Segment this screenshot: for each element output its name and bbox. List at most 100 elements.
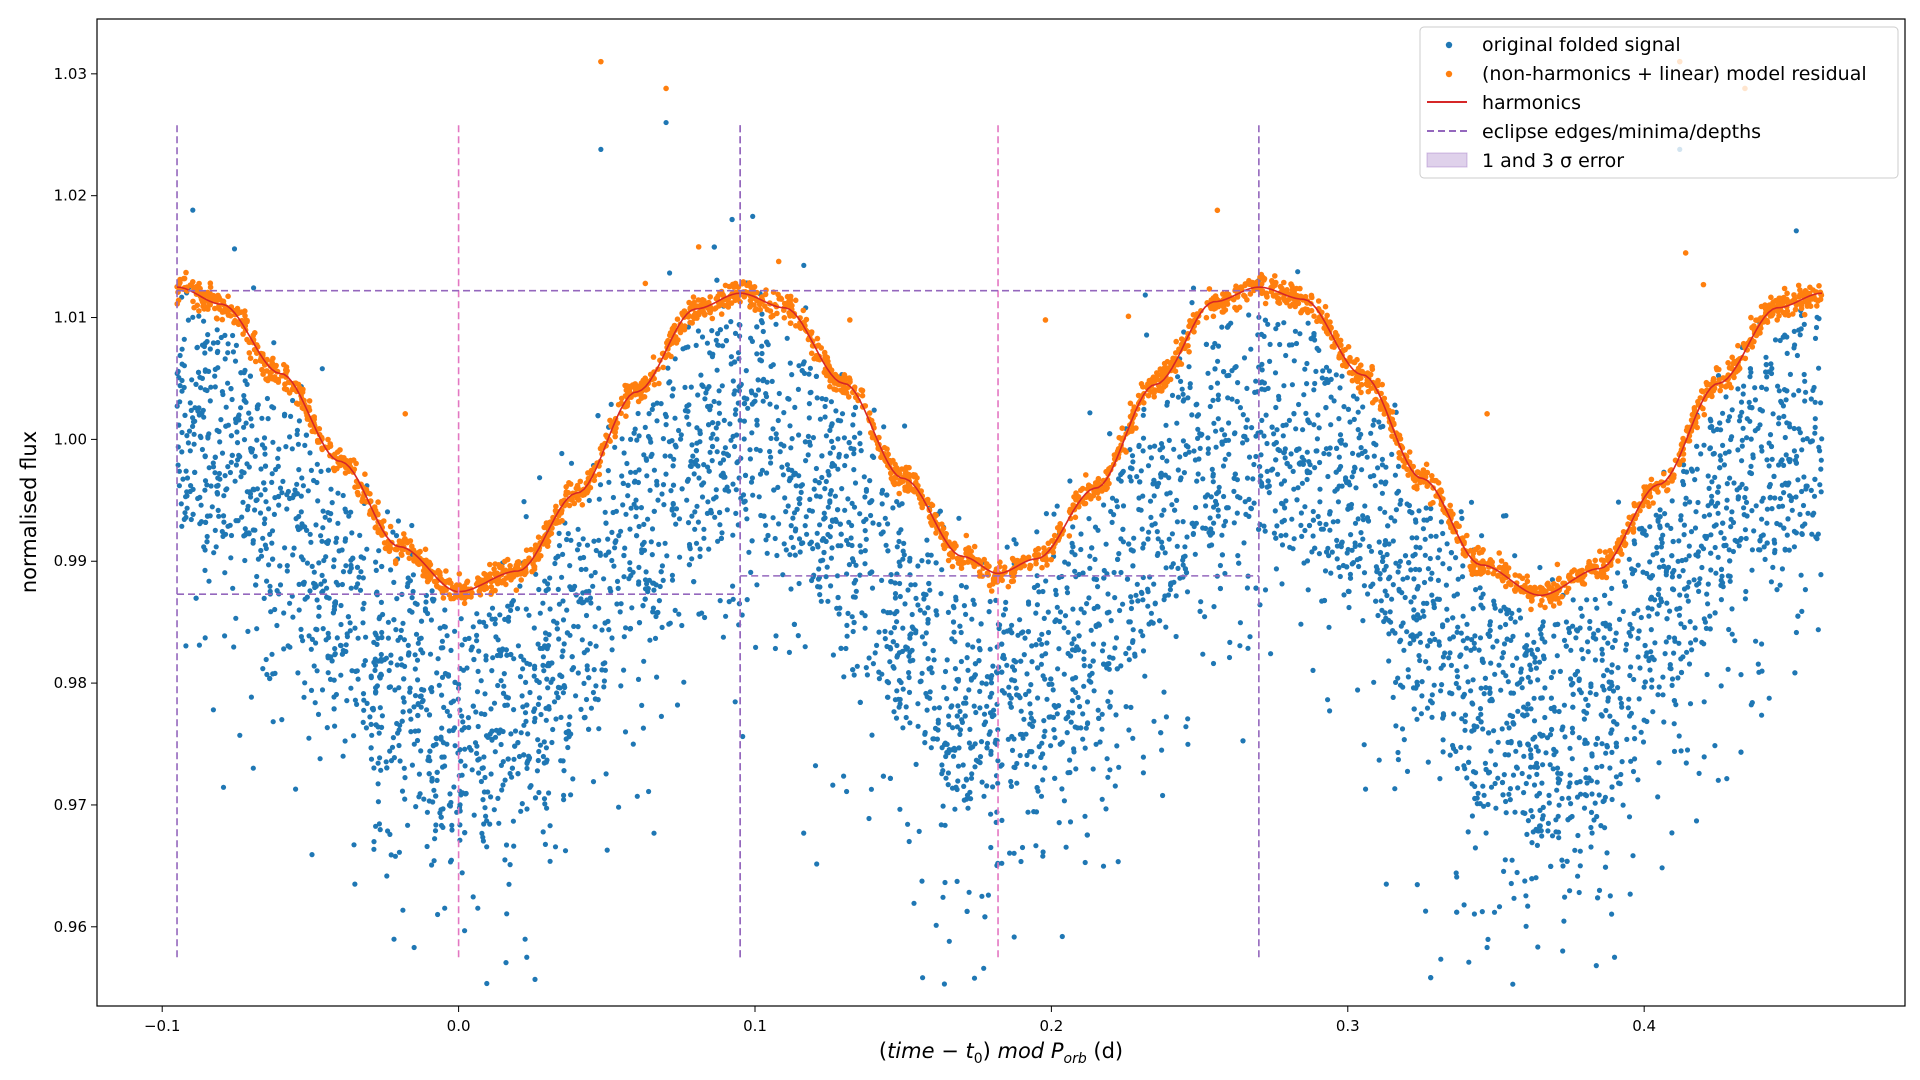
blue-point — [593, 547, 599, 554]
blue-point — [769, 378, 775, 384]
blue-point — [449, 827, 455, 833]
blue-point — [1268, 651, 1274, 657]
blue-point — [684, 414, 690, 420]
blue-point — [1258, 331, 1265, 337]
blue-point — [1436, 547, 1443, 553]
blue-point — [344, 631, 350, 637]
blue-point — [1812, 399, 1818, 405]
blue-point — [1381, 567, 1387, 573]
blue-point — [262, 487, 268, 493]
blue-point — [1654, 611, 1660, 617]
blue-point — [249, 446, 255, 452]
blue-point — [1242, 499, 1248, 505]
blue-point — [1802, 378, 1808, 384]
blue-point — [1767, 432, 1774, 438]
blue-point — [1768, 361, 1774, 367]
blue-point — [368, 721, 374, 728]
blue-point — [660, 436, 667, 442]
blue-point — [1568, 801, 1574, 807]
blue-point — [432, 828, 439, 834]
blue-point — [890, 639, 896, 645]
blue-point — [1799, 523, 1806, 529]
blue-point — [216, 470, 222, 477]
blue-point — [1393, 560, 1399, 566]
blue-point — [1587, 625, 1593, 631]
blue-point — [519, 693, 525, 699]
blue-point — [263, 656, 269, 663]
blue-point — [312, 584, 318, 591]
blue-point — [793, 483, 799, 489]
blue-point — [1712, 544, 1718, 551]
blue-point — [1417, 639, 1424, 645]
blue-point — [622, 729, 629, 735]
blue-point — [507, 862, 513, 868]
blue-point — [1259, 417, 1265, 423]
blue-point — [552, 844, 559, 850]
blue-point — [953, 686, 959, 692]
blue-point — [1181, 329, 1187, 335]
blue-point — [787, 552, 793, 558]
blue-point — [1078, 725, 1084, 731]
blue-point — [1501, 772, 1507, 778]
blue-point — [1529, 840, 1535, 846]
blue-point — [624, 460, 630, 467]
blue-point — [971, 601, 977, 607]
blue-point — [322, 514, 328, 520]
blue-point — [977, 647, 983, 653]
blue-point — [260, 535, 266, 541]
blue-point — [716, 400, 722, 406]
blue-point — [1776, 421, 1782, 427]
blue-point — [1524, 712, 1530, 718]
blue-point — [1373, 598, 1379, 604]
blue-point — [271, 511, 277, 517]
blue-point — [768, 454, 774, 460]
blue-point — [1147, 444, 1153, 450]
blue-point — [354, 668, 360, 674]
blue-point — [1328, 376, 1334, 382]
blue-point — [1538, 695, 1544, 701]
blue-point — [1668, 525, 1674, 532]
blue-point — [251, 285, 257, 291]
blue-point — [202, 478, 209, 484]
blue-point — [217, 439, 223, 445]
blue-point — [721, 450, 727, 456]
blue-point — [1723, 505, 1730, 511]
blue-point — [994, 670, 1000, 676]
blue-point — [536, 789, 542, 796]
blue-point — [313, 640, 319, 646]
blue-point — [289, 446, 295, 452]
blue-point — [470, 624, 476, 630]
blue-point — [737, 417, 743, 423]
blue-point — [462, 763, 468, 769]
blue-point — [1040, 849, 1046, 855]
blue-point — [1164, 491, 1170, 497]
blue-point — [415, 712, 421, 719]
blue-point — [371, 846, 377, 852]
blue-point — [720, 343, 726, 349]
blue-point — [858, 448, 864, 454]
blue-point — [1281, 449, 1287, 455]
blue-point — [949, 703, 955, 709]
blue-point — [420, 650, 426, 656]
blue-point — [364, 546, 370, 552]
blue-point — [388, 652, 394, 658]
blue-point — [752, 398, 758, 404]
blue-point — [839, 411, 846, 417]
blue-point — [266, 506, 272, 512]
blue-point — [876, 629, 882, 635]
blue-point — [1673, 702, 1679, 708]
blue-point — [658, 713, 665, 720]
blue-point — [1534, 842, 1540, 849]
blue-point — [1219, 427, 1225, 433]
blue-point — [1741, 505, 1747, 511]
blue-point — [1107, 767, 1113, 773]
blue-point — [462, 830, 468, 836]
blue-point — [215, 365, 221, 371]
blue-point — [903, 704, 909, 710]
blue-point — [1092, 524, 1099, 530]
blue-point — [1126, 645, 1132, 651]
blue-point — [901, 540, 907, 547]
blue-point — [1686, 661, 1693, 667]
blue-point — [1076, 633, 1082, 639]
blue-point — [759, 350, 765, 357]
